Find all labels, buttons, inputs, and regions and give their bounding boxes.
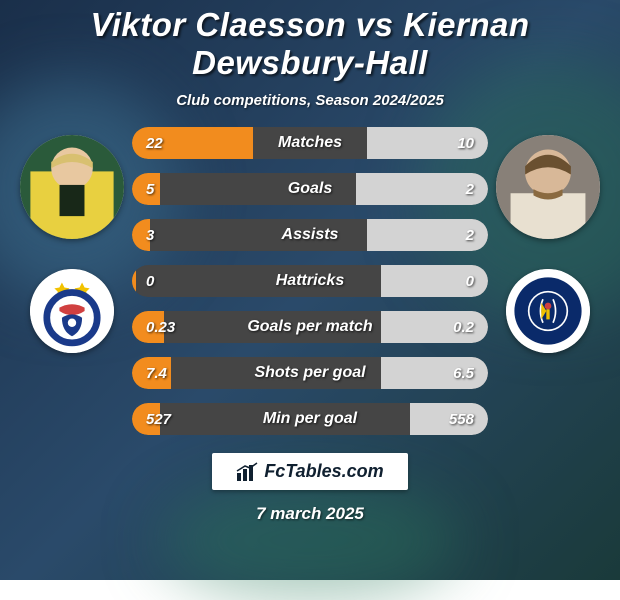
source-logo: FcTables.com xyxy=(212,453,407,490)
player-left-avatar xyxy=(20,135,124,239)
main-area: 22Matches105Goals23Assists20Hattricks00.… xyxy=(0,127,620,435)
stat-value-right: 0 xyxy=(466,273,474,290)
stat-label: Assists xyxy=(132,226,488,244)
stat-label: Goals xyxy=(132,180,488,198)
right-column xyxy=(488,127,608,353)
stat-row: 7.4Shots per goal6.5 xyxy=(132,357,488,389)
stat-label: Hattricks xyxy=(132,272,488,290)
player-right-club-badge xyxy=(506,269,590,353)
comparison-card: Viktor Claesson vs Kiernan Dewsbury-Hall… xyxy=(0,0,620,580)
date-label: 7 march 2025 xyxy=(256,504,364,524)
stat-row: 0.23Goals per match0.2 xyxy=(132,311,488,343)
page-title: Viktor Claesson vs Kiernan Dewsbury-Hall xyxy=(0,6,620,82)
source-logo-text: FcTables.com xyxy=(264,461,383,482)
stat-value-right: 6.5 xyxy=(453,365,474,382)
chart-icon xyxy=(236,462,258,482)
stat-value-right: 2 xyxy=(466,181,474,198)
stat-row: 22Matches10 xyxy=(132,127,488,159)
player-right-avatar xyxy=(496,135,600,239)
stat-label: Min per goal xyxy=(132,410,488,428)
left-column xyxy=(12,127,132,353)
stat-label: Goals per match xyxy=(132,318,488,336)
stat-value-right: 2 xyxy=(466,227,474,244)
stat-value-right: 10 xyxy=(457,135,474,152)
subtitle: Club competitions, Season 2024/2025 xyxy=(176,92,444,109)
footer: FcTables.com 7 march 2025 xyxy=(212,453,407,524)
stat-value-right: 558 xyxy=(449,411,474,428)
stats-column: 22Matches105Goals23Assists20Hattricks00.… xyxy=(132,127,488,435)
stat-label: Shots per goal xyxy=(132,364,488,382)
stat-row: 0Hattricks0 xyxy=(132,265,488,297)
stat-row: 527Min per goal558 xyxy=(132,403,488,435)
stat-row: 5Goals2 xyxy=(132,173,488,205)
stat-label: Matches xyxy=(132,134,488,152)
stat-row: 3Assists2 xyxy=(132,219,488,251)
player-left-club-badge xyxy=(30,269,114,353)
stat-value-right: 0.2 xyxy=(453,319,474,336)
